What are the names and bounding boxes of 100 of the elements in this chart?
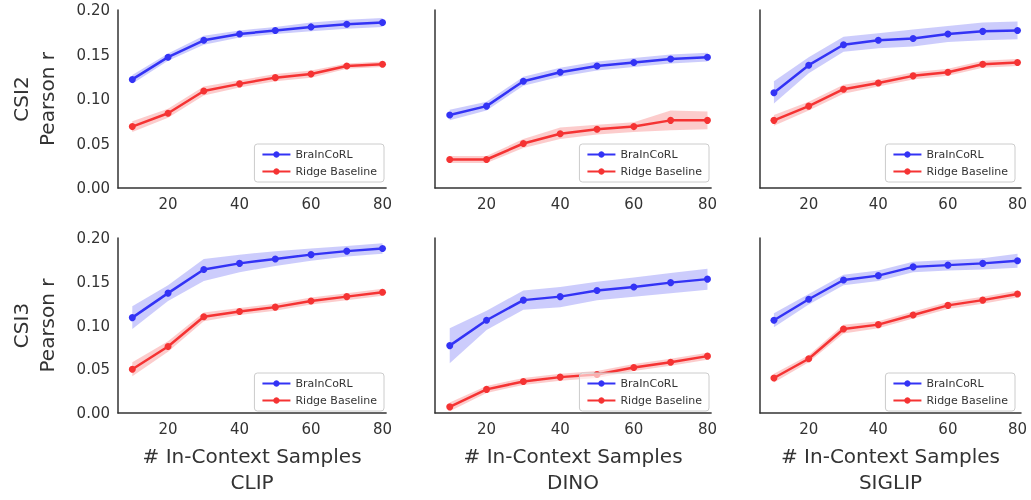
point — [307, 251, 315, 259]
x-tick-label: 40 — [229, 194, 250, 213]
point — [343, 293, 351, 301]
point — [593, 125, 601, 133]
point — [874, 79, 882, 87]
point — [667, 358, 675, 366]
x-tick-label: 20 — [158, 194, 178, 213]
point — [379, 245, 387, 252]
point — [1014, 26, 1022, 34]
y-tick-label: 0.00 — [76, 179, 110, 197]
point — [128, 314, 136, 322]
x-tick-label: 80 — [372, 194, 393, 213]
point — [593, 371, 601, 378]
legend-label: BraInCoRL — [620, 377, 679, 390]
point — [236, 30, 244, 38]
point — [630, 364, 638, 371]
x-tick-label: 20 — [799, 419, 819, 438]
point — [979, 27, 987, 35]
point — [909, 34, 917, 42]
point — [556, 130, 564, 138]
legend-label: Ridge Baseline — [295, 165, 378, 178]
point — [200, 266, 208, 273]
point — [128, 75, 136, 83]
point — [703, 53, 711, 61]
point — [200, 87, 208, 95]
y-tick-label: 0.00 — [76, 404, 110, 422]
y-tick-label: 0.05 — [76, 360, 110, 379]
point — [909, 263, 917, 271]
point — [271, 74, 279, 82]
point — [703, 352, 711, 360]
x-tick-label: 20 — [158, 419, 178, 438]
point — [343, 247, 351, 255]
point — [593, 287, 601, 294]
x-axis-title: # In-Context Samples SIGLIP — [780, 444, 1001, 494]
point — [271, 255, 279, 263]
point — [805, 102, 813, 110]
point — [944, 261, 952, 269]
point — [128, 123, 136, 131]
y-tick-label: 0.05 — [76, 134, 110, 153]
point — [1014, 59, 1022, 67]
x-tick-label: 80 — [1007, 419, 1028, 438]
point — [805, 61, 813, 69]
legend-label: BraInCoRL — [926, 148, 985, 161]
point — [379, 18, 387, 26]
legend-label: BraInCoRL — [620, 148, 679, 161]
y-axis-title: CSI2 Pearson r — [9, 51, 59, 147]
point — [909, 72, 917, 80]
x-tick-label: 80 — [1007, 194, 1028, 213]
point — [200, 36, 208, 44]
y-tick-label: 0.20 — [76, 1, 110, 19]
point — [840, 85, 848, 93]
point — [979, 296, 987, 304]
legend-label: BraInCoRL — [926, 377, 985, 390]
point — [446, 111, 454, 119]
point — [483, 316, 491, 324]
point — [200, 313, 208, 321]
point — [379, 60, 387, 68]
legend-label: Ridge Baseline — [620, 394, 703, 407]
y-tick-label: 0.15 — [76, 272, 110, 291]
x-axis-title: # In-Context Samples DINO — [463, 444, 683, 494]
point — [483, 102, 491, 110]
point — [630, 283, 638, 291]
point — [446, 403, 454, 411]
point — [446, 156, 454, 164]
point — [944, 301, 952, 309]
y-tick-label: 0.10 — [76, 90, 110, 108]
point — [770, 316, 778, 324]
y-tick-label: 0.10 — [76, 316, 110, 335]
point — [236, 259, 244, 267]
point — [556, 373, 564, 381]
point — [874, 36, 882, 44]
point — [556, 68, 564, 76]
point — [236, 80, 244, 88]
point — [703, 116, 711, 124]
x-tick-label: 20 — [477, 419, 497, 438]
x-tick-label: 60 — [938, 419, 958, 438]
x-tick-label: 20 — [799, 194, 819, 213]
point — [874, 272, 882, 280]
legend-label: Ridge Baseline — [295, 394, 378, 407]
point — [667, 116, 675, 124]
y-axis-title: CSI3 Pearson r — [9, 277, 59, 373]
y-tick-label: 0.15 — [76, 45, 110, 64]
point — [874, 321, 882, 329]
point — [164, 109, 172, 117]
point — [805, 295, 813, 303]
x-tick-label: 40 — [868, 194, 888, 213]
x-tick-label: 40 — [550, 194, 570, 213]
point — [556, 293, 564, 301]
x-tick-label: 20 — [477, 194, 497, 213]
point — [770, 116, 778, 124]
x-tick-label: 80 — [697, 419, 717, 438]
y-tick-label: 0.20 — [76, 229, 110, 247]
x-tick-label: 40 — [229, 419, 250, 438]
point — [483, 156, 491, 164]
x-tick-label: 80 — [372, 419, 393, 438]
x-tick-label: 60 — [938, 194, 958, 213]
point — [343, 62, 351, 70]
point — [519, 296, 527, 304]
point — [840, 276, 848, 284]
point — [1014, 257, 1022, 265]
